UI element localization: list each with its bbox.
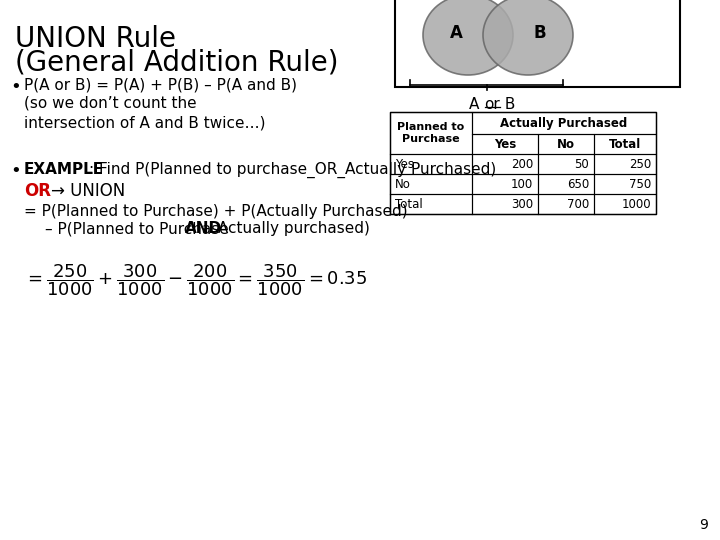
- Text: Actually Purchased: Actually Purchased: [500, 117, 628, 130]
- Text: •: •: [10, 78, 21, 96]
- Text: Yes: Yes: [494, 138, 516, 151]
- Ellipse shape: [483, 0, 573, 75]
- Text: •: •: [10, 162, 21, 180]
- Text: B: B: [534, 24, 546, 42]
- Text: or: or: [485, 97, 500, 112]
- Text: Total: Total: [395, 198, 423, 211]
- Text: Yes: Yes: [395, 158, 414, 171]
- Text: 1000: 1000: [621, 198, 651, 211]
- Text: → UNION: → UNION: [51, 182, 125, 200]
- Bar: [395, 0, 680, 87]
- Text: – P(Planned to Purchase: – P(Planned to Purchase: [45, 221, 233, 236]
- Text: No: No: [557, 138, 575, 151]
- Text: 250: 250: [629, 158, 651, 171]
- Text: UNION Rule: UNION Rule: [15, 25, 176, 53]
- Text: = P(Planned to Purchase) + P(Actually Purchased): = P(Planned to Purchase) + P(Actually Pu…: [24, 204, 408, 219]
- Text: 200: 200: [510, 158, 533, 171]
- Text: (General Addition Rule): (General Addition Rule): [15, 48, 338, 76]
- Text: 300: 300: [511, 198, 533, 211]
- Text: AND: AND: [185, 221, 222, 236]
- Text: (so we don’t count the
intersection of A and B twice…): (so we don’t count the intersection of A…: [24, 95, 266, 131]
- Text: A: A: [469, 97, 485, 112]
- Text: Total: Total: [609, 138, 641, 151]
- Text: 100: 100: [510, 178, 533, 191]
- Text: 9: 9: [699, 518, 708, 532]
- Text: EXAMPLE: EXAMPLE: [24, 162, 104, 177]
- Text: B: B: [500, 97, 515, 112]
- Text: Planned to
Purchase: Planned to Purchase: [397, 122, 464, 144]
- Text: P(A or B) = P(A) + P(B) – P(A and B): P(A or B) = P(A) + P(B) – P(A and B): [24, 78, 297, 93]
- Text: $= \dfrac{250}{1000} + \dfrac{300}{1000} - \dfrac{200}{1000} = \dfrac{350}{1000}: $= \dfrac{250}{1000} + \dfrac{300}{1000}…: [24, 262, 367, 298]
- Text: 50: 50: [575, 158, 589, 171]
- Ellipse shape: [423, 0, 513, 75]
- Text: 750: 750: [629, 178, 651, 191]
- Text: : Find P(Planned to purchase_OR_Actually Purchased): : Find P(Planned to purchase_OR_Actually…: [89, 162, 496, 178]
- Text: No: No: [395, 178, 411, 191]
- Text: OR: OR: [24, 182, 51, 200]
- Text: Actually purchased): Actually purchased): [213, 221, 370, 236]
- Text: 650: 650: [567, 178, 589, 191]
- Text: A: A: [449, 24, 462, 42]
- Text: 700: 700: [567, 198, 589, 211]
